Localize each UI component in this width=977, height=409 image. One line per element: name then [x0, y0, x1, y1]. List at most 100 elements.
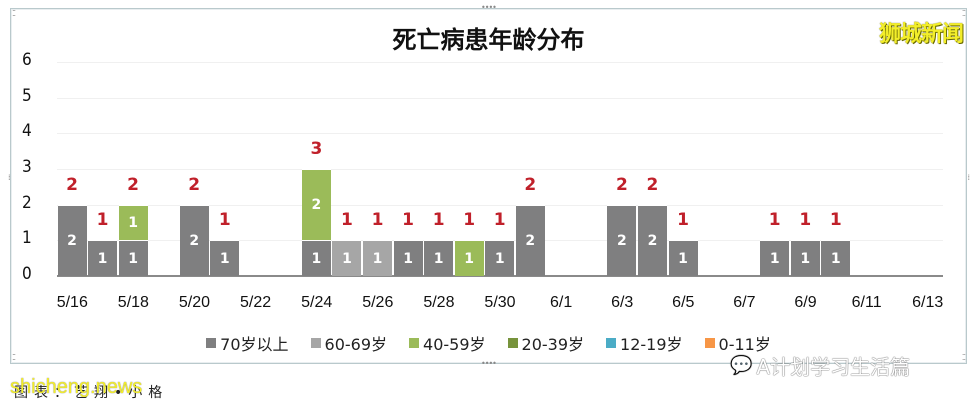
- y-tick-label: 4: [22, 121, 32, 142]
- bar-total-label: 1: [677, 210, 689, 231]
- y-tick-label: 0: [22, 264, 32, 284]
- bar-total-label: 1: [96, 210, 109, 231]
- bar-total-label: 2: [66, 174, 78, 195]
- x-tick-label: 6/1: [549, 294, 573, 311]
- bar-segment-70+: 1: [668, 240, 698, 276]
- chart-title: 死亡病患年龄分布: [392, 26, 585, 54]
- brand-watermark: 狮城新闻: [878, 22, 964, 47]
- bar-segment-70+: 1: [210, 240, 240, 276]
- x-axis-line: [57, 275, 943, 277]
- bar-total-label: 1: [402, 210, 414, 231]
- bar-segment-60-69: 1: [363, 240, 393, 276]
- resize-handle-right[interactable]: ⁞: [967, 173, 969, 182]
- legend-label: 20-39岁: [521, 335, 585, 354]
- bar-total-label: 1: [799, 210, 812, 231]
- bar-segment-70+: 2: [607, 204, 637, 276]
- bar-segment-40-59: 1: [118, 204, 148, 241]
- legend-item-12-19: 12-19岁: [606, 331, 683, 355]
- legend-swatch: [606, 338, 617, 348]
- bar-segment-70+: 1: [118, 240, 148, 276]
- x-tick-label: 6/5: [672, 294, 695, 311]
- legend-item-70+: 70岁以上: [206, 331, 289, 355]
- legend-label: 70岁以上: [220, 335, 289, 354]
- bar-segment-70+: 2: [179, 204, 209, 276]
- bar-total-label: 2: [524, 174, 537, 195]
- legend-item-0-11: 0-11岁: [704, 331, 771, 355]
- bar-segment-70+: 1: [393, 240, 423, 276]
- legend-swatch: [704, 338, 715, 348]
- x-tick-label: 5/30: [484, 294, 516, 311]
- bar-segment-70+: 1: [424, 240, 454, 276]
- bar-segment-70+: 1: [790, 240, 820, 276]
- y-tick-label: 6: [22, 50, 32, 70]
- x-tick-label: 5/24: [301, 294, 333, 311]
- bar-total-label: 1: [829, 210, 842, 231]
- y-tick-label: 1: [22, 228, 32, 249]
- bar-total-label: 1: [218, 210, 231, 231]
- resize-handle-top-left[interactable]: ⁚⁚: [12, 9, 16, 18]
- gridline: [57, 97, 943, 99]
- resize-handle-top-right[interactable]: ⁚⁚: [961, 9, 966, 18]
- x-tick-label: 6/11: [851, 294, 882, 311]
- bar-total-label: 2: [616, 174, 628, 195]
- bar-segment-70+: 1: [760, 240, 790, 276]
- bar-segment-70+: 1: [88, 240, 118, 276]
- bar-segment-60-69: 1: [332, 240, 362, 276]
- bar-segment-70+: 2: [515, 204, 545, 276]
- bar-segment-40-59: 2: [301, 169, 331, 241]
- account-watermark: 💬 A计划学习生活篇: [730, 351, 910, 380]
- bar-total-label: 1: [432, 210, 445, 231]
- bar-total-label: 3: [310, 139, 323, 159]
- x-tick-label: 6/7: [733, 294, 756, 311]
- legend-item-60-69: 60-69岁: [310, 331, 388, 355]
- bar-total-label: 1: [341, 210, 353, 231]
- bar-segment-70+: 1: [301, 240, 331, 276]
- x-tick-label: 5/16: [56, 294, 88, 311]
- wechat-icon: 💬: [730, 355, 753, 376]
- x-tick-label: 6/9: [794, 294, 817, 311]
- bar-total-label: 2: [188, 174, 201, 195]
- account-name: A计划学习生活篇: [756, 355, 911, 379]
- legend-item-20-39: 20-39岁: [507, 331, 585, 355]
- resize-handle-top[interactable]: ••••: [481, 3, 497, 12]
- legend-label: 60-69岁: [324, 335, 388, 354]
- legend-swatch: [310, 338, 321, 348]
- x-tick-label: 5/26: [362, 294, 394, 311]
- bar-total-label: 2: [127, 174, 140, 195]
- caption-watermark: 图表：艺翔•小格: [14, 385, 169, 401]
- bar-segment-70+: 2: [637, 204, 667, 276]
- bar-total-label: 1: [768, 210, 781, 231]
- bar-segment-40-59: 1: [454, 240, 484, 276]
- bar-total-label: 1: [371, 210, 384, 231]
- legend-item-40-59: 40-59岁: [409, 331, 486, 355]
- bar-segment-70+: 1: [821, 240, 851, 276]
- x-tick-label: 5/18: [117, 294, 149, 311]
- resize-handle-bottom-left[interactable]: ⁚⁚: [12, 353, 16, 362]
- gridline: [57, 62, 943, 63]
- x-tick-label: 5/28: [423, 294, 455, 311]
- legend-swatch: [409, 338, 420, 348]
- gridline: [57, 169, 943, 170]
- chart-frame: ⁚⁚ •••• ⁚⁚ ⁞ ⁞ •••• ⁚⁚ ⁚⁚: [8, 4, 970, 368]
- legend-label: 0-11岁: [718, 335, 771, 354]
- x-tick-label: 6/13: [912, 294, 944, 311]
- legend-swatch: [507, 338, 518, 348]
- legend-label: 40-59岁: [423, 335, 486, 354]
- site-watermark: shicheng.news: [10, 376, 143, 398]
- legend: 70岁以上 60-69岁 40-59岁 20-39岁 12-19岁 0-11岁: [0, 331, 977, 355]
- gridline: [57, 204, 943, 206]
- resize-handle-bottom-right[interactable]: ⁚⁚: [961, 353, 966, 362]
- legend-swatch: [206, 338, 217, 348]
- resize-handle-bottom[interactable]: ••••: [481, 359, 497, 368]
- bar-total-label: 2: [646, 174, 659, 195]
- resize-handle-left[interactable]: ⁞: [8, 173, 10, 182]
- x-tick-label: 5/22: [240, 294, 272, 311]
- x-tick-label: 6/3: [611, 294, 634, 311]
- y-tick-label: 5: [22, 85, 32, 106]
- bar-total-label: 1: [493, 210, 506, 231]
- legend-label: 12-19岁: [620, 335, 683, 354]
- y-tick-label: 3: [22, 157, 32, 177]
- bar-total-label: 1: [463, 210, 476, 231]
- bar-segment-70+: 1: [485, 240, 515, 276]
